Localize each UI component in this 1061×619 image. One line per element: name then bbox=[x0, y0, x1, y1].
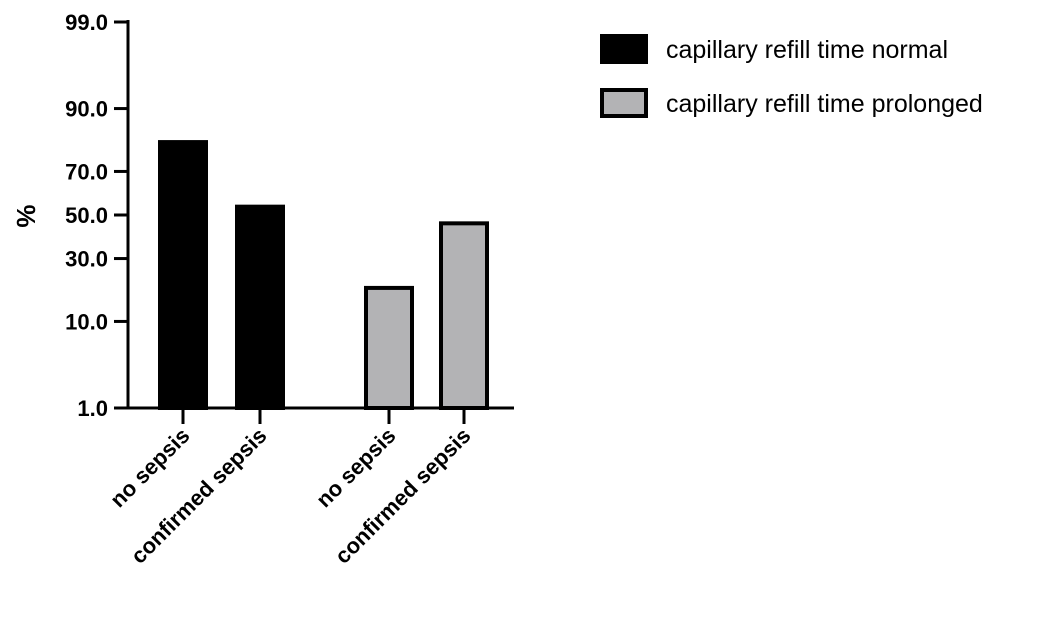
y-tick-label: 1.0 bbox=[77, 396, 108, 421]
y-axis-title: % bbox=[11, 204, 41, 227]
legend: capillary refill time normal capillary re… bbox=[600, 34, 983, 118]
legend-label: capillary refill time prolonged bbox=[666, 90, 983, 118]
y-tick-label: 10.0 bbox=[65, 309, 108, 334]
x-tick-label: confirmed sepsis bbox=[330, 423, 476, 569]
bar-series-1-category-2 bbox=[364, 285, 414, 410]
bars bbox=[158, 140, 489, 410]
y-tick-label: 90.0 bbox=[65, 97, 108, 122]
x-tick-label: confirmed sepsis bbox=[126, 423, 272, 569]
legend-swatch bbox=[600, 88, 648, 118]
y-tick-label: 99.0 bbox=[65, 10, 108, 35]
y-ticks: 1.0 10.0 30.0 50.0 70.0 90.0 99.0 bbox=[65, 10, 128, 421]
bar-series-0-category-0 bbox=[158, 140, 208, 410]
y-tick-label: 70.0 bbox=[65, 159, 108, 184]
bar-series-1-category-3 bbox=[439, 221, 489, 410]
legend-label: capillary refill time normal bbox=[666, 36, 948, 64]
y-tick-label: 30.0 bbox=[65, 247, 108, 272]
bar-series-0-category-1 bbox=[235, 204, 285, 410]
y-tick-label: 50.0 bbox=[65, 203, 108, 228]
legend-swatch bbox=[600, 34, 648, 64]
